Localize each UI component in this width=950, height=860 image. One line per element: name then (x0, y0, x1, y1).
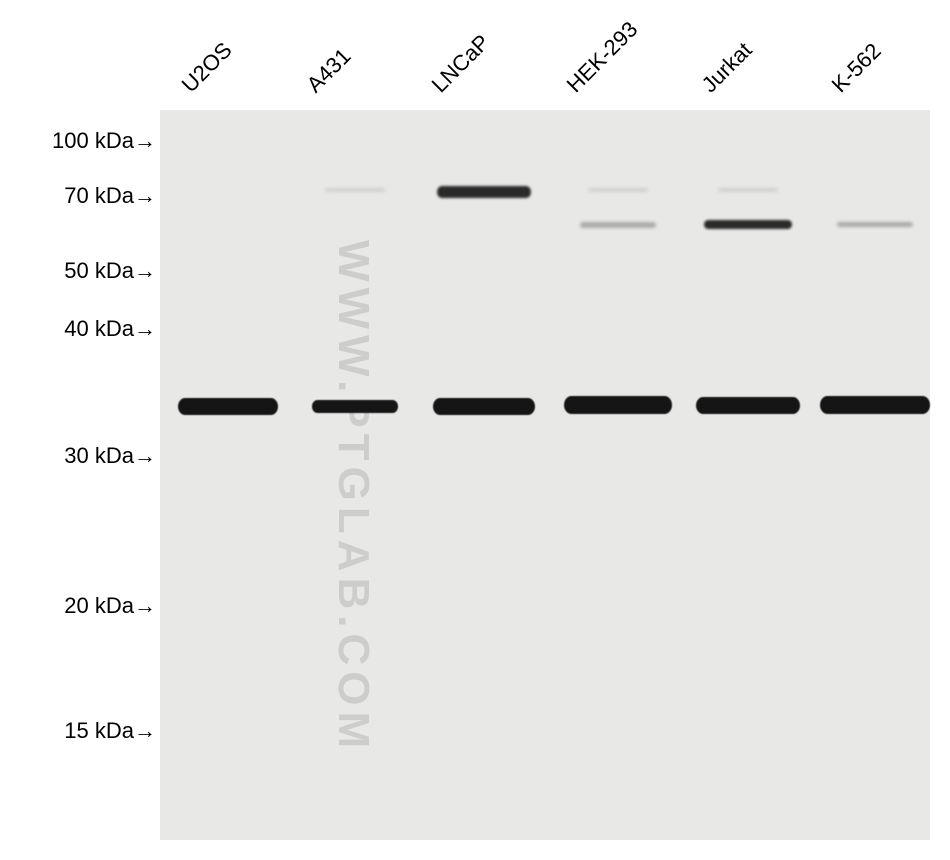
blot-band (837, 222, 913, 227)
lane-label: Jurkat (697, 37, 758, 98)
marker-label: 30 kDa→ (64, 443, 156, 469)
blot-band (718, 188, 778, 192)
blot-band (433, 398, 535, 415)
marker-label: 100 kDa→ (52, 128, 156, 154)
lane-label: U2OS (177, 37, 238, 98)
marker-label: 20 kDa→ (64, 593, 156, 619)
blot-band (696, 397, 800, 414)
lane-label: K-562 (827, 38, 887, 98)
blot-band (588, 188, 648, 192)
blot-band (437, 186, 531, 198)
figure-container: WWW.PTGLAB.COM U2OS A431 LNCaP HEK-293 J… (0, 0, 950, 860)
marker-label: 40 kDa→ (64, 316, 156, 342)
blot-band (178, 398, 278, 415)
marker-labels-group: 100 kDa→ 70 kDa→ 50 kDa→ 40 kDa→ 30 kDa→… (0, 110, 160, 840)
lane-label: A431 (302, 43, 357, 98)
lane-label: HEK-293 (562, 16, 644, 98)
watermark-text: WWW.PTGLAB.COM (328, 240, 378, 754)
lane-labels-group: U2OS A431 LNCaP HEK-293 Jurkat K-562 (160, 0, 930, 110)
blot-band (704, 220, 792, 229)
blot-band (325, 188, 385, 192)
blot-band (820, 396, 930, 414)
marker-label: 50 kDa→ (64, 258, 156, 284)
blot-band (312, 400, 398, 413)
lane-label: LNCaP (427, 29, 496, 98)
blot-membrane: WWW.PTGLAB.COM (160, 110, 930, 840)
marker-label: 15 kDa→ (64, 718, 156, 744)
blot-band (580, 222, 656, 228)
blot-band (564, 396, 672, 414)
marker-label: 70 kDa→ (64, 183, 156, 209)
